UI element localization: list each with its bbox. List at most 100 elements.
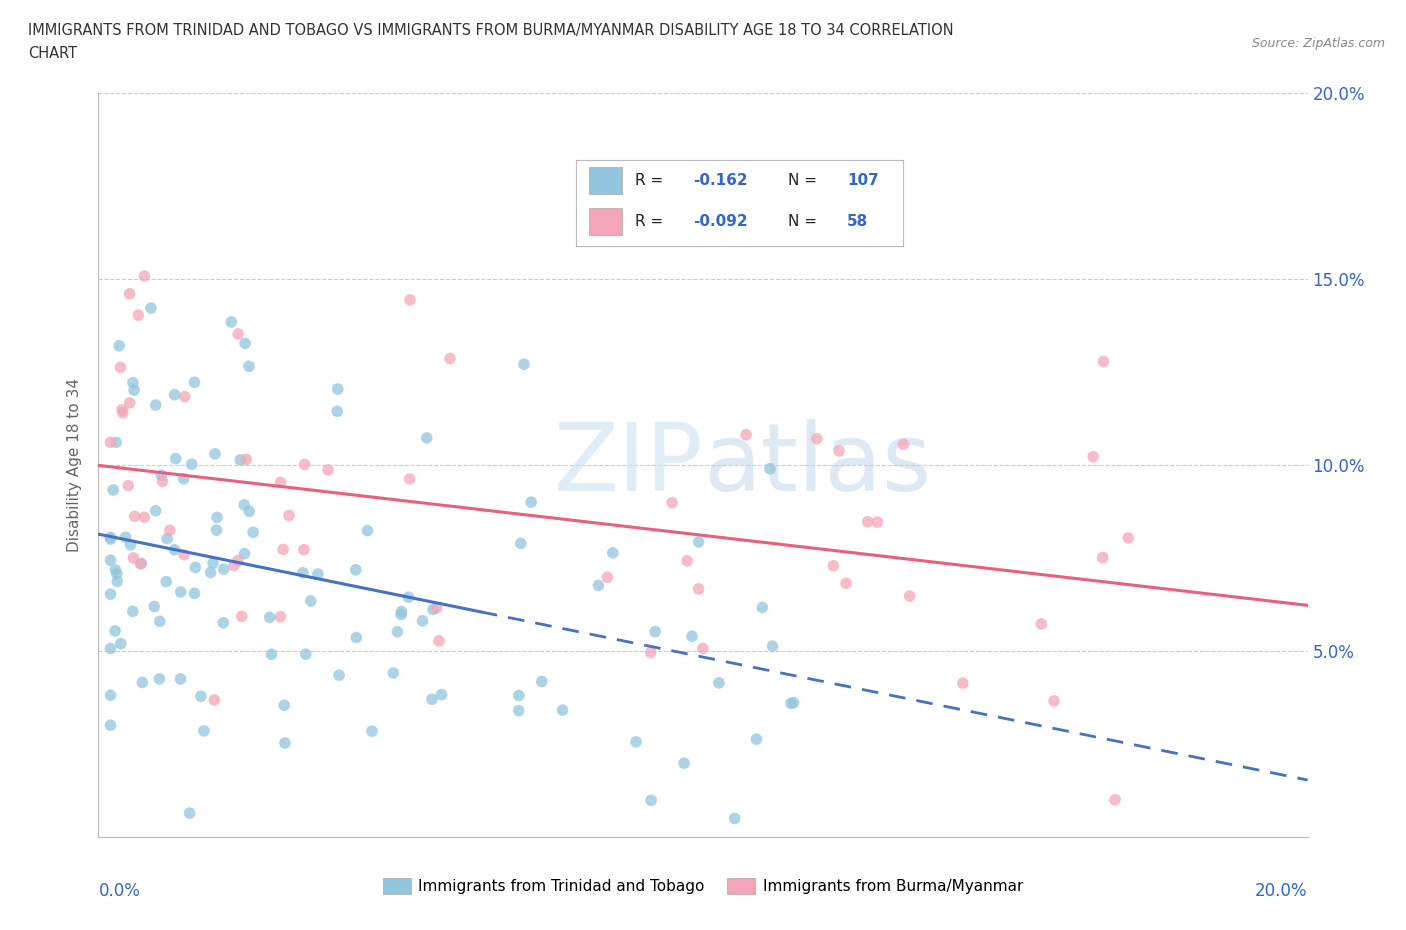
Point bbox=[259, 610, 281, 625]
Text: atlas: atlas bbox=[703, 419, 931, 511]
Point bbox=[891, 437, 914, 452]
Point bbox=[205, 523, 228, 538]
Point bbox=[326, 381, 349, 396]
Point bbox=[108, 339, 131, 353]
Point bbox=[260, 647, 283, 662]
Point bbox=[100, 718, 122, 733]
Point bbox=[602, 545, 624, 560]
Point bbox=[131, 675, 153, 690]
Point bbox=[673, 756, 696, 771]
Point bbox=[148, 671, 170, 686]
Text: CHART: CHART bbox=[28, 46, 77, 61]
Point bbox=[735, 427, 758, 442]
Point bbox=[105, 435, 128, 450]
Point bbox=[294, 457, 316, 472]
Point bbox=[143, 599, 166, 614]
Point bbox=[169, 671, 191, 686]
Point bbox=[122, 375, 145, 390]
Point bbox=[139, 300, 162, 315]
Point bbox=[294, 646, 316, 661]
Point bbox=[745, 732, 768, 747]
Point bbox=[100, 435, 122, 450]
Point bbox=[156, 531, 179, 546]
Point bbox=[724, 811, 747, 826]
Point bbox=[202, 556, 225, 571]
Point bbox=[387, 624, 409, 639]
Point bbox=[180, 457, 202, 472]
Point bbox=[828, 444, 851, 458]
Point bbox=[412, 614, 434, 629]
Point bbox=[150, 468, 173, 483]
Point bbox=[233, 546, 256, 561]
Point bbox=[100, 552, 122, 567]
Point bbox=[530, 674, 553, 689]
Point bbox=[508, 703, 530, 718]
Point bbox=[588, 578, 610, 592]
Point bbox=[273, 698, 295, 712]
Point bbox=[1083, 449, 1105, 464]
Point bbox=[624, 735, 647, 750]
Point bbox=[439, 352, 461, 366]
Point bbox=[420, 692, 443, 707]
Point bbox=[399, 292, 422, 307]
Point bbox=[145, 398, 167, 413]
Point bbox=[1092, 354, 1115, 369]
Point bbox=[117, 478, 139, 493]
Point bbox=[122, 551, 145, 565]
Point bbox=[751, 600, 773, 615]
Text: 0.0%: 0.0% bbox=[98, 882, 141, 899]
Point bbox=[229, 453, 252, 468]
Point bbox=[759, 461, 782, 476]
Point bbox=[551, 703, 574, 718]
Point bbox=[316, 462, 339, 477]
Point bbox=[101, 483, 124, 498]
Point bbox=[100, 641, 122, 656]
Point bbox=[952, 676, 974, 691]
Point bbox=[238, 359, 260, 374]
Point bbox=[212, 562, 235, 577]
Point bbox=[513, 357, 536, 372]
Point bbox=[1116, 530, 1139, 545]
Point bbox=[508, 688, 530, 703]
Point bbox=[307, 566, 329, 581]
Point bbox=[292, 542, 315, 557]
Point bbox=[271, 542, 294, 557]
Point bbox=[856, 514, 879, 529]
Point bbox=[278, 508, 301, 523]
Point bbox=[681, 629, 703, 644]
Point bbox=[204, 446, 226, 461]
Point bbox=[391, 604, 413, 619]
Point bbox=[356, 524, 378, 538]
Point bbox=[596, 570, 619, 585]
Point bbox=[155, 574, 177, 589]
Point bbox=[104, 563, 127, 578]
Point bbox=[159, 523, 181, 538]
Text: IMMIGRANTS FROM TRINIDAD AND TOBAGO VS IMMIGRANTS FROM BURMA/MYANMAR DISABILITY : IMMIGRANTS FROM TRINIDAD AND TOBAGO VS I… bbox=[28, 23, 953, 38]
Point bbox=[291, 565, 314, 580]
Point bbox=[111, 405, 134, 420]
Point bbox=[129, 556, 152, 571]
Point bbox=[644, 624, 666, 639]
Point bbox=[173, 472, 195, 486]
Point bbox=[120, 538, 142, 552]
Y-axis label: Disability Age 18 to 34: Disability Age 18 to 34 bbox=[67, 378, 83, 552]
Point bbox=[134, 510, 156, 525]
Point bbox=[1104, 792, 1126, 807]
Point bbox=[398, 590, 420, 604]
Point bbox=[688, 535, 710, 550]
Point bbox=[205, 510, 228, 525]
Point bbox=[328, 668, 350, 683]
Point bbox=[104, 623, 127, 638]
Point bbox=[105, 574, 128, 589]
Point bbox=[661, 496, 683, 511]
Point bbox=[427, 633, 450, 648]
Point bbox=[270, 475, 292, 490]
Point bbox=[121, 604, 143, 618]
Point bbox=[274, 736, 297, 751]
Point bbox=[179, 805, 201, 820]
Point bbox=[270, 609, 292, 624]
Point bbox=[183, 586, 205, 601]
Text: Source: ZipAtlas.com: Source: ZipAtlas.com bbox=[1251, 37, 1385, 50]
Point bbox=[149, 614, 172, 629]
Point bbox=[114, 530, 136, 545]
